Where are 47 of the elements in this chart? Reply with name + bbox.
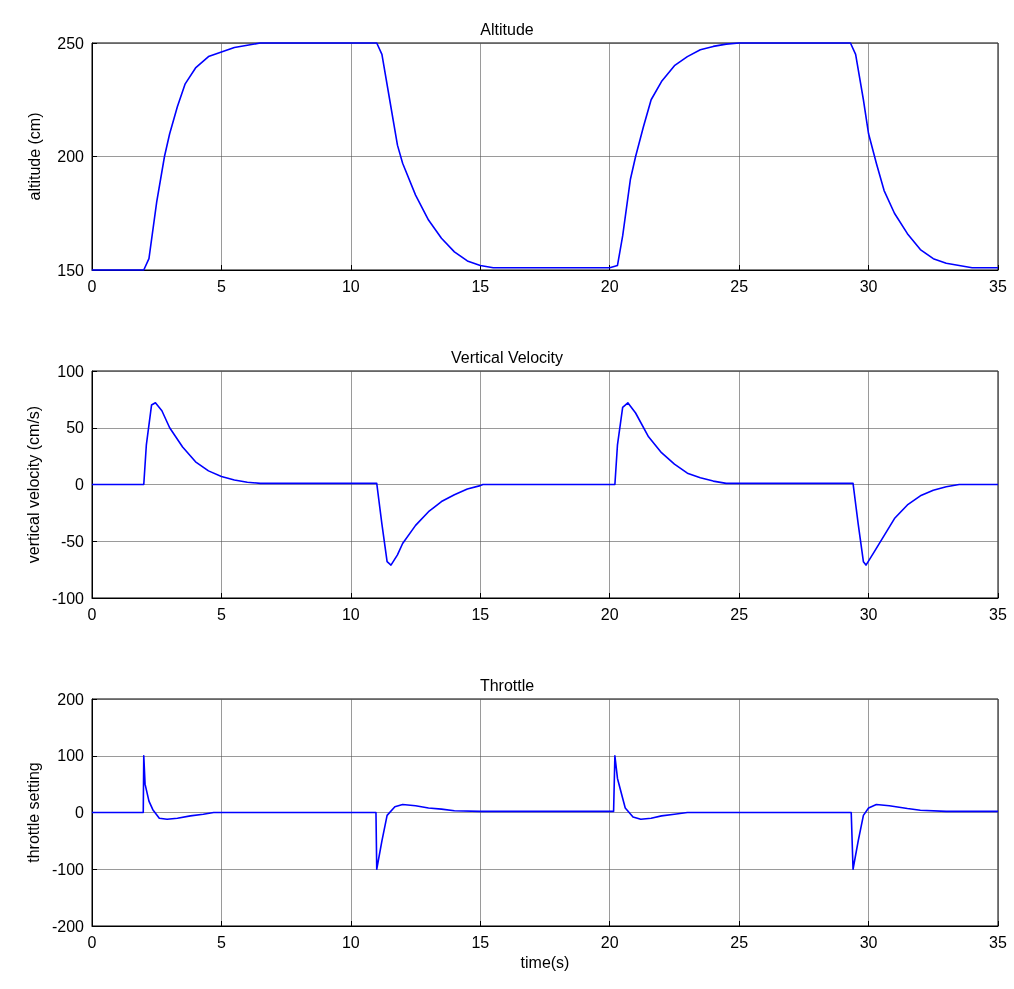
y-tick-label: 100: [57, 747, 85, 765]
x-tick-label: 5: [216, 277, 226, 295]
line-series: [91, 42, 999, 271]
y-axis-title: altitude (cm): [25, 112, 43, 201]
y-tick-label: 0: [75, 476, 85, 493]
x-tick-label: 35: [989, 277, 1007, 295]
x-tick-label: 30: [859, 605, 878, 623]
line-series: [91, 754, 999, 871]
y-tick-label: 0: [75, 804, 85, 821]
chart-title: Throttle: [479, 676, 535, 694]
x-tick-label: 10: [341, 277, 360, 295]
y-tick-label: 100: [57, 362, 85, 380]
x-tick-label: 15: [471, 605, 490, 623]
x-tick-label: 30: [859, 277, 878, 295]
y-tick-label: -100: [51, 860, 85, 878]
x-tick-label: 35: [989, 933, 1007, 951]
x-tick-label: 5: [216, 933, 226, 951]
chart-title: Vertical Velocity: [450, 348, 564, 366]
x-tick-label: 20: [600, 933, 619, 951]
line-series: [91, 401, 999, 566]
x-tick-label: 0: [87, 277, 97, 295]
x-tick-label: 25: [730, 277, 749, 295]
x-tick-label: 35: [989, 605, 1007, 623]
x-tick-label: 30: [859, 933, 878, 951]
x-axis-title: time(s): [520, 954, 570, 972]
x-tick-label: 20: [600, 277, 619, 295]
y-tick-label: 200: [57, 690, 85, 708]
y-axis-title: vertical velocity (cm/s): [24, 405, 42, 564]
x-tick-label: 15: [471, 277, 490, 295]
x-tick-label: 20: [600, 605, 619, 623]
x-tick-label: 25: [730, 933, 749, 951]
y-tick-label: 200: [57, 148, 85, 165]
x-tick-label: 0: [87, 933, 97, 951]
y-tick-label: -50: [60, 532, 85, 550]
x-tick-label: 10: [341, 605, 360, 623]
x-tick-label: 15: [471, 933, 490, 951]
y-tick-label: 250: [57, 34, 85, 52]
y-tick-label: 150: [57, 261, 85, 279]
x-tick-label: 0: [87, 605, 97, 623]
y-tick-label: 50: [66, 419, 85, 437]
y-tick-label: -200: [51, 917, 85, 935]
y-axis-title: throttle setting: [24, 762, 42, 863]
chart-title: Altitude: [480, 20, 534, 38]
x-tick-label: 25: [730, 605, 749, 623]
x-tick-label: 5: [216, 605, 226, 623]
y-tick-label: -100: [51, 589, 85, 607]
x-tick-label: 10: [341, 933, 360, 951]
